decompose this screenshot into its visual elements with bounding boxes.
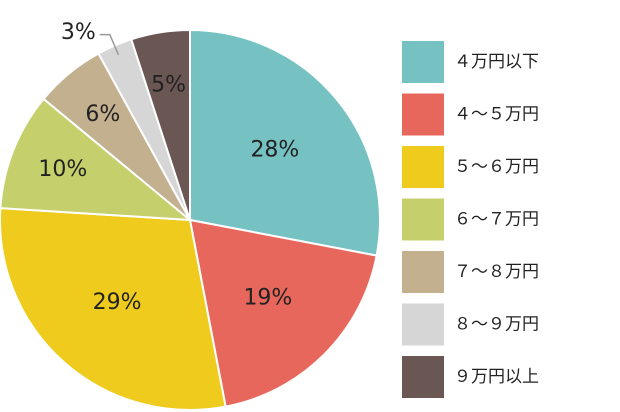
slice-label-4: 10% xyxy=(38,157,87,182)
slice-label-1: 28% xyxy=(250,137,299,162)
slice-labels: 28% 19% 29% 10% 6% 3% 5% xyxy=(38,20,299,315)
legend-swatch-5 xyxy=(402,251,444,293)
legend-label-5: ７～８万円 xyxy=(454,262,539,282)
legend-swatch-1 xyxy=(402,41,444,83)
legend-label-1: ４万円以下 xyxy=(454,52,539,72)
legend: ４万円以下 ４～５万円 ５～６万円 ６～７万円 ７～８万円 ８～９万円 ９万円以上 xyxy=(402,41,539,398)
leader-lines xyxy=(99,33,120,56)
legend-label-3: ５～６万円 xyxy=(454,157,539,177)
legend-swatch-3 xyxy=(402,146,444,188)
leader-line-6 xyxy=(99,33,120,56)
legend-swatch-6 xyxy=(402,303,444,346)
legend-swatch-7 xyxy=(402,356,444,398)
legend-label-7: ９万円以上 xyxy=(454,367,539,387)
pie-slice-2 xyxy=(188,218,378,408)
legend-swatch-4 xyxy=(402,198,444,241)
slice-label-5: 6% xyxy=(85,102,120,127)
slice-label-2: 19% xyxy=(243,285,292,310)
slice-label-3: 29% xyxy=(93,290,142,315)
legend-label-4: ６～７万円 xyxy=(454,210,539,230)
legend-label-2: ４～５万円 xyxy=(454,105,539,125)
legend-swatch-2 xyxy=(402,93,444,136)
legend-label-6: ８～９万円 xyxy=(454,315,539,335)
pie-slice-4 xyxy=(0,97,194,222)
slice-label-6: 3% xyxy=(61,20,96,45)
slice-label-7: 5% xyxy=(151,72,186,97)
pie-slice-7 xyxy=(130,28,191,221)
pie-slices xyxy=(0,28,381,411)
pie-slice-1 xyxy=(189,28,381,257)
pie-slice-3 xyxy=(0,207,227,411)
